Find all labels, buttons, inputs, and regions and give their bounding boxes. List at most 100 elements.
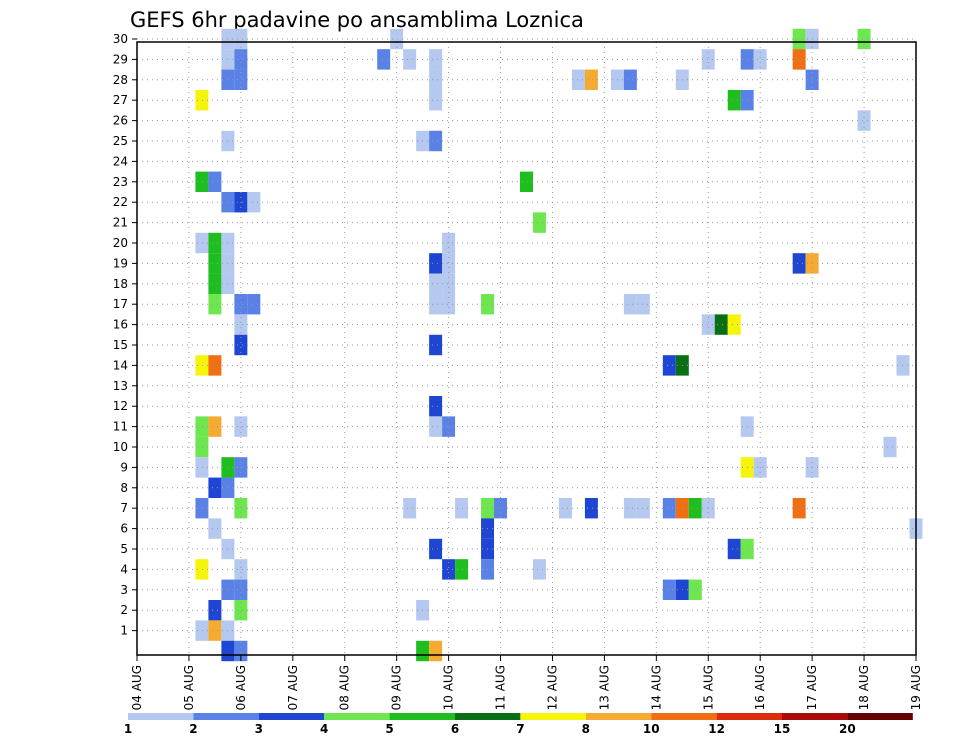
y-tick-label: 12 [113, 399, 128, 413]
y-tick-label: 13 [113, 379, 128, 393]
heatmap-cell [208, 253, 222, 274]
heatmap-cell [234, 497, 248, 519]
heatmap-cell [234, 293, 248, 315]
y-tick-label: 6 [120, 522, 128, 536]
legend-swatch [128, 713, 194, 720]
heatmap-cell [221, 640, 235, 662]
heatmap-cell [571, 69, 585, 91]
heatmap-cell [195, 416, 209, 437]
heatmap-cell [520, 171, 533, 193]
heatmap-cell [455, 559, 469, 580]
legend-swatch [324, 713, 390, 720]
x-tick-label: 09 AUG [390, 665, 404, 710]
heatmap-cell [429, 273, 443, 295]
heatmap-cells [195, 28, 923, 662]
legend-swatch [651, 713, 717, 720]
y-tick-label: 15 [113, 338, 128, 352]
y-tick-label: 2 [120, 603, 128, 617]
heatmap-cell [727, 538, 741, 560]
heatmap-cell [208, 599, 222, 621]
heatmap-cell [195, 559, 209, 580]
legend-label: 4 [320, 722, 328, 736]
heatmap-cell [727, 314, 741, 335]
heatmap-cell [234, 416, 248, 437]
x-tick-label: 15 AUG [701, 665, 715, 710]
heatmap-cell [792, 253, 806, 274]
y-tick-label: 7 [120, 501, 128, 515]
x-tick-label: 16 AUG [753, 665, 767, 710]
y-tick-label: 4 [120, 562, 128, 576]
heatmap-cell [234, 49, 248, 70]
heatmap-cell [195, 171, 209, 193]
legend-swatch [585, 713, 652, 720]
heatmap-cell [234, 599, 248, 621]
heatmap-cell [234, 640, 248, 662]
heatmap-cell [429, 640, 443, 662]
heatmap-cell [234, 28, 248, 50]
heatmap-cell [403, 497, 417, 519]
legend-label: 12 [708, 722, 725, 736]
heatmap-cell [662, 579, 676, 601]
chart-title: GEFS 6hr padavine po ansamblima Loznica [130, 8, 584, 32]
heatmap-cell [442, 253, 456, 274]
heatmap-cell [857, 110, 871, 131]
y-axis: 1234567891011121314151617181920212223242… [113, 32, 137, 638]
legend-label: 1 [124, 722, 132, 736]
heatmap-cell [195, 436, 209, 458]
heatmap-cell [623, 497, 637, 519]
heatmap-cell [195, 232, 209, 254]
legend-swatch [193, 713, 259, 720]
heatmap-cell [208, 518, 222, 539]
heatmap-cell [429, 538, 443, 560]
y-tick-label: 17 [113, 297, 128, 311]
heatmap-cell [584, 69, 598, 91]
heatmap-cell [429, 395, 443, 417]
y-tick-label: 23 [113, 175, 128, 189]
heatmap-cell [584, 497, 598, 519]
heatmap-cell [234, 559, 248, 580]
heatmap-cell [688, 579, 702, 601]
legend-label: 8 [582, 722, 590, 736]
y-tick-label: 18 [113, 277, 128, 291]
x-tick-label: 07 AUG [286, 665, 300, 710]
heatmap-cell [429, 130, 443, 152]
y-tick-label: 16 [113, 318, 128, 332]
heatmap-cell [429, 69, 443, 91]
legend-label: 3 [255, 722, 263, 736]
legend-swatch [782, 713, 848, 720]
heatmap-cell [234, 69, 248, 91]
y-tick-label: 14 [113, 358, 128, 372]
x-axis: 04 AUG 05 AUG 06 AUG 07 AUG 08 AUG 09 AUG 10 A… [130, 655, 923, 710]
y-tick-label: 21 [113, 216, 128, 230]
heatmap-cell [442, 273, 456, 295]
heatmap-cell [429, 49, 443, 70]
heatmap-cell [429, 89, 443, 111]
heatmap-cell [623, 69, 637, 91]
y-tick-label: 24 [113, 154, 128, 168]
heatmap-cell [429, 293, 443, 315]
plot-frame [136, 41, 917, 656]
legend-label: 10 [643, 722, 660, 736]
heatmap-cell [195, 355, 209, 376]
y-tick-label: 11 [113, 420, 128, 434]
y-tick-label: 19 [113, 256, 128, 270]
legend-label: 15 [774, 722, 791, 736]
y-tick-label: 10 [113, 440, 128, 454]
y-tick-label: 5 [120, 542, 128, 556]
legend-swatch [455, 713, 521, 720]
heatmap-cell [857, 28, 871, 50]
y-tick-label: 1 [120, 624, 128, 638]
heatmap-cell [662, 497, 676, 519]
heatmap-cell [195, 620, 209, 641]
heatmap-cell [195, 457, 209, 478]
heatmap-cell [701, 497, 715, 519]
heatmap-cell [234, 334, 248, 356]
legend-swatch [847, 713, 913, 720]
heatmap-cell [623, 293, 637, 315]
x-tick-label: 12 AUG [545, 665, 559, 710]
x-tick-label: 19 AUG [909, 665, 923, 710]
heatmap-cell [195, 497, 209, 519]
heatmap-cell [792, 497, 806, 519]
legend-label: 20 [839, 722, 856, 736]
